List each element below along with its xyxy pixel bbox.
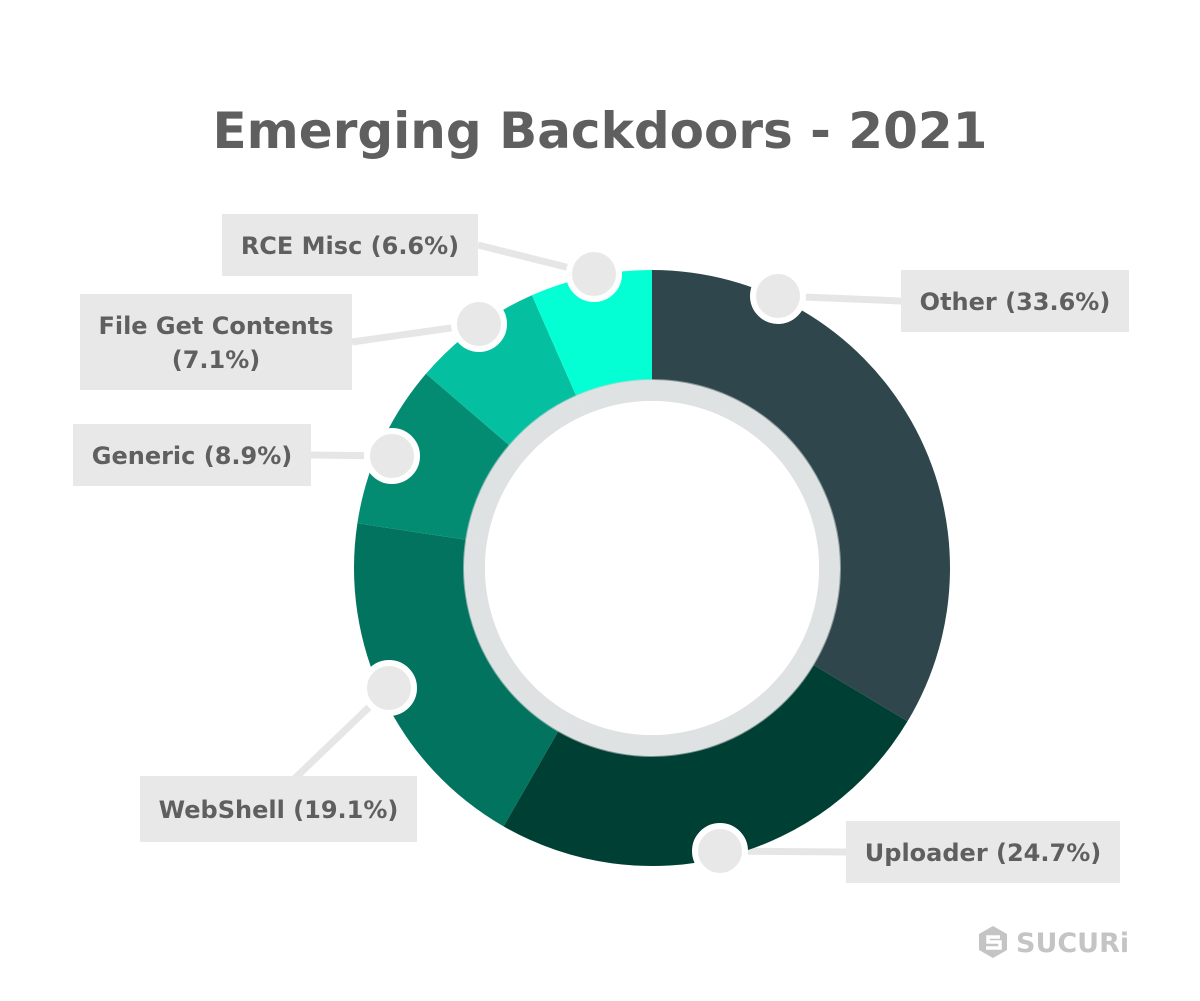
- label-file-get-contents-line-2: (7.1%): [172, 346, 261, 374]
- inner-ring-webshell: [463, 539, 569, 732]
- label-box-generic: [73, 424, 311, 486]
- inner-ring-file-get-contents: [508, 395, 585, 460]
- marker-file-get-contents: [451, 296, 507, 352]
- slice-markers: [361, 246, 806, 879]
- label-generic: Generic (8.9%): [92, 442, 292, 470]
- label-box-rce-misc: [222, 214, 478, 276]
- label-file-get-contents-line-1: File Get Contents: [98, 312, 333, 340]
- slice-rce-misc: [531, 270, 652, 396]
- inner-ring-uploader: [557, 653, 815, 757]
- marker-uploader: [692, 823, 748, 879]
- chart-title: Emerging Backdoors - 2021: [213, 102, 988, 160]
- inner-ring-rce-misc: [575, 379, 653, 416]
- label-box-other: [901, 270, 1129, 332]
- inner-ring-other: [651, 379, 841, 666]
- inner-ring-generic: [465, 444, 526, 544]
- marker-generic: [364, 428, 420, 484]
- label-box-uploader: [846, 821, 1120, 883]
- slice-generic: [357, 373, 510, 540]
- label-box-file-get-contents: [80, 294, 352, 390]
- marker-other: [750, 268, 806, 324]
- inner-ring: [463, 379, 841, 757]
- slice-labels: Other (33.6%) Uploader (24.7%) WebShell (1…: [73, 214, 1129, 883]
- slice-other: [652, 270, 950, 722]
- slice-webshell: [354, 523, 559, 827]
- sucuri-logo-text: SUCURi: [1016, 928, 1129, 959]
- slice-uploader: [503, 664, 908, 867]
- label-box-webshell: [140, 776, 417, 842]
- label-uploader: Uploader (24.7%): [865, 839, 1101, 867]
- label-other: Other (33.6%): [920, 288, 1111, 316]
- marker-webshell: [361, 660, 417, 716]
- label-rce-misc: RCE Misc (6.6%): [241, 232, 459, 260]
- marker-rce-misc: [566, 246, 622, 302]
- slice-file-get-contents: [426, 295, 577, 446]
- label-webshell: WebShell (19.1%): [159, 796, 399, 824]
- donut-center: [485, 401, 819, 735]
- donut-slices: [354, 270, 950, 867]
- sucuri-logo: SUCURi: [979, 926, 1129, 959]
- sucuri-logo-icon: [979, 926, 1007, 958]
